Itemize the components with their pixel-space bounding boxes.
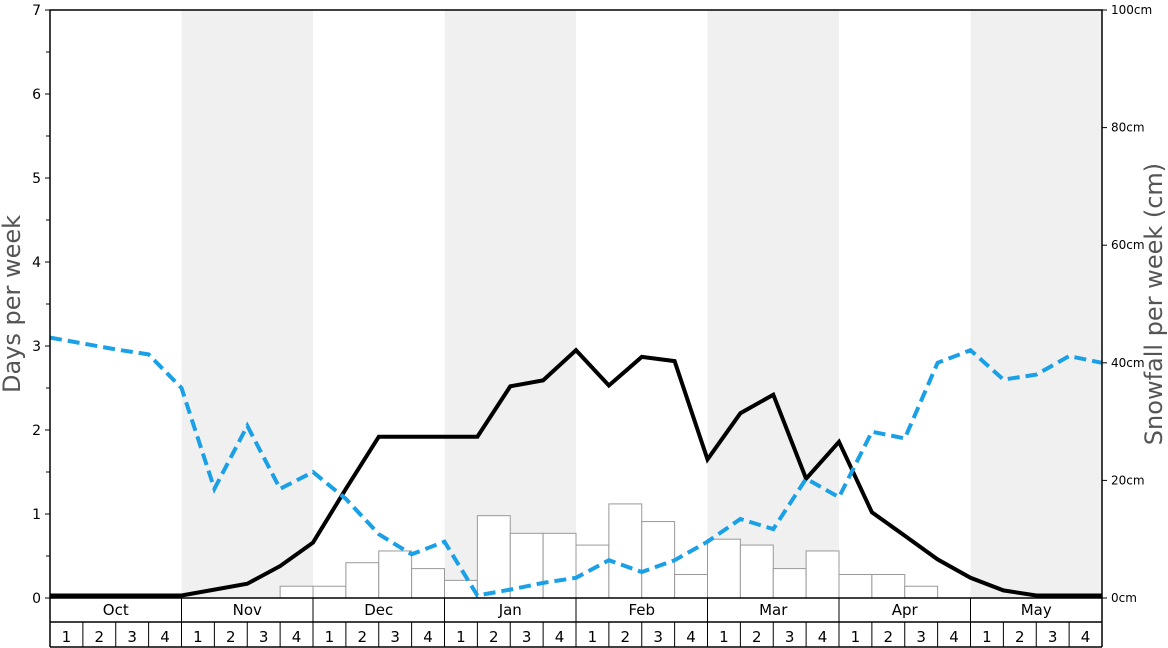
shade-may — [970, 10, 1102, 598]
month-label: Jan — [498, 601, 522, 619]
week-label: 4 — [423, 628, 433, 646]
left-axis-title: Days per week — [0, 215, 26, 393]
week-label: 1 — [62, 628, 72, 646]
snowfall-bar — [542, 532, 577, 599]
right-tick-label: 100cm — [1111, 3, 1152, 17]
shade-jan — [444, 10, 576, 598]
week-label: 2 — [95, 628, 105, 646]
snowfall-bar — [608, 503, 643, 599]
right-tick-label: 40cm — [1111, 356, 1145, 370]
snowfall-bar — [739, 544, 774, 599]
right-tick-label: 60cm — [1111, 238, 1145, 252]
snowfall-bar — [345, 562, 380, 599]
month-label: Dec — [364, 601, 393, 619]
week-label: 4 — [1081, 628, 1091, 646]
month-label: Nov — [233, 601, 262, 619]
left-tick-label: 0 — [32, 591, 41, 607]
month-label: Feb — [628, 601, 655, 619]
right-tick-label: 0cm — [1111, 591, 1137, 605]
week-label: 3 — [1048, 628, 1058, 646]
left-tick-label: 1 — [32, 507, 41, 523]
month-label: Oct — [103, 601, 129, 619]
week-label: 4 — [292, 628, 302, 646]
snowfall-bar — [838, 573, 873, 599]
month-label: Apr — [892, 601, 919, 619]
week-label: 2 — [752, 628, 762, 646]
snowfall-bar — [707, 538, 741, 599]
chart-lines — [49, 335, 1103, 598]
week-label: 3 — [390, 628, 400, 646]
left-tick-label: 4 — [32, 255, 41, 271]
week-label: 1 — [456, 628, 466, 646]
week-label: 4 — [949, 628, 959, 646]
shade-nov — [181, 10, 313, 598]
week-label: 2 — [621, 628, 631, 646]
week-label: 1 — [719, 628, 729, 646]
week-label: 3 — [653, 628, 663, 646]
snowfall-bar — [279, 585, 314, 599]
snowfall-bar — [312, 585, 347, 599]
left-tick-label: 3 — [32, 339, 41, 355]
month-label: May — [1021, 601, 1052, 619]
week-label: 1 — [193, 628, 203, 646]
week-label: 2 — [226, 628, 236, 646]
week-label: 2 — [1015, 628, 1025, 646]
week-label: 3 — [259, 628, 269, 646]
snowfall-bar — [805, 550, 840, 599]
week-label: 2 — [358, 628, 368, 646]
snowfall-bar — [378, 550, 413, 599]
right-axis-title: Snowfall per week (cm) — [1140, 163, 1168, 445]
week-label: 2 — [489, 628, 499, 646]
snowfall-bar — [641, 521, 676, 599]
left-tick-label: 7 — [32, 3, 41, 19]
week-label: 1 — [325, 628, 335, 646]
snowfall-bar — [411, 568, 445, 599]
snowfall-bar — [772, 568, 807, 599]
x-axis: Oct 1 2 3 4 Nov 1 2 3 4 Dec 1 2 3 4 Jan 1 2 3 4 Feb 1 2 3 4 Mar 1 2… — [49, 598, 1103, 648]
week-label: 1 — [851, 628, 861, 646]
week-label: 1 — [982, 628, 992, 646]
snowfall-bar — [674, 573, 708, 599]
right-tick-label: 20cm — [1111, 473, 1145, 487]
left-axis: 0 1 2 3 4 5 6 7 — [32, 3, 50, 607]
week-label: 3 — [916, 628, 926, 646]
week-label: 4 — [686, 628, 696, 646]
month-shading — [181, 10, 1102, 598]
week-label: 2 — [884, 628, 894, 646]
week-label: 4 — [160, 628, 170, 646]
week-label: 3 — [127, 628, 137, 646]
snowfall-bar — [509, 532, 544, 599]
snowfall-bar — [904, 585, 939, 599]
left-tick-label: 6 — [32, 87, 41, 103]
week-label: 3 — [785, 628, 795, 646]
week-label: 4 — [555, 628, 565, 646]
left-tick-label: 2 — [32, 423, 41, 439]
snowfall-bars — [279, 503, 939, 599]
right-axis: 0cm 20cm 40cm 60cm 80cm 100cm — [1102, 3, 1152, 605]
solid-series-line — [50, 347, 1102, 598]
week-label: 4 — [818, 628, 828, 646]
month-label: Mar — [759, 601, 788, 619]
week-label: 3 — [522, 628, 532, 646]
snowfall-bar — [575, 544, 610, 599]
right-tick-label: 80cm — [1111, 121, 1145, 135]
week-label: 1 — [588, 628, 598, 646]
left-tick-label: 5 — [32, 171, 41, 187]
dashed-series-line — [49, 335, 1103, 598]
snowfall-bar — [871, 573, 906, 599]
snowfall-bar — [476, 515, 511, 599]
shade-mar — [707, 10, 839, 598]
